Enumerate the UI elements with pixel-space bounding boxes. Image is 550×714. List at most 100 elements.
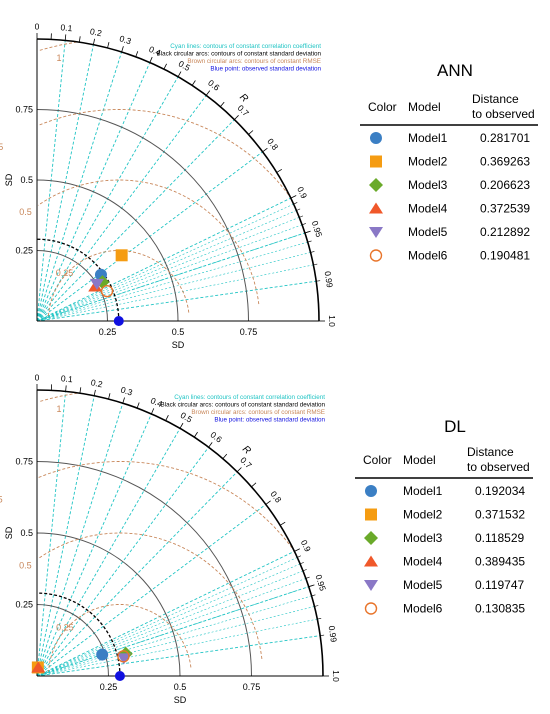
- table-distance-value: 0.118529: [475, 531, 524, 545]
- corr-tick-label: 0.99: [327, 625, 339, 643]
- table-distance-value: 0.371532: [475, 508, 525, 522]
- corr-minor-tick: [314, 605, 319, 607]
- model-marker-model4: [31, 661, 46, 673]
- corr-minor-tick: [296, 208, 301, 211]
- corr-tick-label: 0: [35, 21, 40, 31]
- table-model-name: Model6: [408, 249, 448, 263]
- corr-tick: [179, 422, 184, 429]
- rmse-label: 0.5: [19, 207, 32, 217]
- corr-minor-tick: [301, 223, 306, 226]
- corr-tick-label: 0.99: [323, 270, 335, 288]
- table-distance-value: 0.212892: [480, 225, 530, 239]
- corr-tick: [163, 63, 167, 70]
- rmse-arc: [48, 604, 192, 672]
- legend-marker-model5: [369, 227, 383, 238]
- taylor-chart-dl: 0 0.1 0.20.30.40.50.60.70.80.90.950.991.0R…: [0, 372, 533, 705]
- corr-tick: [64, 34, 67, 41]
- corr-tick-label: 0.95: [310, 220, 325, 239]
- rmse-arc: [38, 41, 77, 52]
- corr-tick-label: 0.9: [295, 185, 309, 200]
- legend-marker-model3: [369, 178, 383, 192]
- table-model-name: Model5: [408, 225, 448, 239]
- corr-tick-label: 0.8: [265, 136, 280, 152]
- corr-minor-tick: [304, 231, 309, 234]
- legend-marker-model2: [370, 155, 382, 168]
- table-distance-value: 0.369263: [480, 155, 530, 169]
- legend-marker-model2: [365, 508, 377, 521]
- model-marker-model6: [100, 284, 114, 298]
- y-tick-label: 0.75: [15, 105, 33, 115]
- table-header-model: Model: [403, 453, 436, 467]
- corr-minor-tick: [317, 617, 322, 620]
- table-model-name: Model2: [408, 155, 448, 169]
- corr-tick: [234, 115, 239, 120]
- legend-marker-model4: [369, 202, 383, 214]
- legend-line: Cyan lines: contours of constant correla…: [170, 43, 321, 50]
- table-header-distance: to observed: [472, 107, 535, 121]
- sd-arc: [36, 250, 108, 322]
- table-model-name: Model4: [403, 555, 443, 569]
- legend-line: Blue point: observed standard deviation: [210, 66, 321, 73]
- corr-tick: [121, 46, 124, 53]
- chart-title: ANN: [437, 61, 473, 80]
- corr-minor-tick: [316, 280, 321, 282]
- table-model-name: Model4: [408, 202, 448, 216]
- legend-line: Brown circular arcs: contours of constan…: [191, 409, 325, 416]
- table-model-name: Model2: [403, 508, 443, 522]
- table-model-name: Model6: [403, 602, 443, 616]
- x-axis-label: SD: [172, 340, 185, 350]
- rmse-arc: [37, 179, 260, 305]
- corr-tick: [294, 548, 300, 552]
- corr-tick: [93, 389, 96, 396]
- rmse-label: 0.25: [56, 268, 74, 278]
- corr-tick-label: 0.2: [89, 26, 103, 38]
- corr-tick: [122, 397, 125, 404]
- table-distance-value: 0.372539: [480, 202, 530, 216]
- rmse-label: 0.75: [0, 494, 3, 504]
- table-model-name: Model5: [403, 578, 443, 592]
- corr-tick: [205, 90, 211, 96]
- rmse-arc: [37, 532, 263, 659]
- corr-tick: [78, 36, 81, 43]
- corr-tick: [165, 415, 169, 421]
- corr-tick: [236, 467, 242, 473]
- corr-tick: [149, 56, 153, 63]
- x-tick-label: 0.5: [174, 682, 187, 692]
- legend-marker-model6: [369, 249, 383, 262]
- rmse-arc: [38, 392, 78, 403]
- legend-marker-model4: [364, 555, 378, 567]
- x-tick-label: 0.25: [99, 327, 117, 337]
- table-header-color: Color: [368, 100, 397, 114]
- corr-tick-label: 0.1: [60, 373, 73, 384]
- sd-arc: [36, 532, 181, 677]
- corr-tick-label: 0: [35, 372, 40, 382]
- x-tick-label: 0.75: [243, 682, 261, 692]
- legend-line: Brown circular arcs: contours of constan…: [187, 58, 321, 65]
- corr-tick: [262, 147, 268, 153]
- legend-marker-model1: [370, 132, 382, 144]
- corr-tick-label: 0.95: [313, 573, 328, 592]
- observed-point: [114, 671, 125, 681]
- model-marker-model2: [115, 249, 128, 262]
- y-tick-label: 0.75: [15, 457, 33, 467]
- x-tick-label: 0.25: [100, 682, 118, 692]
- model-marker-model6: [117, 650, 130, 663]
- corr-tick-label: 0.3: [118, 33, 133, 46]
- table-distance-value: 0.281701: [480, 131, 530, 145]
- model-marker-model1: [96, 648, 109, 661]
- corr-tick-label: 1.0: [327, 315, 337, 327]
- corr-minor-tick: [302, 569, 307, 572]
- rmse-label: 0.75: [0, 142, 3, 152]
- corr-tick-label: 0.9: [299, 538, 313, 553]
- legend-marker-model5: [364, 580, 378, 591]
- corr-tick: [208, 442, 213, 448]
- corr-tick: [136, 402, 140, 409]
- corr-tick: [79, 387, 82, 394]
- taylor-chart-ann: 0 0.1 0.20.30.40.50.60.70.80.90.950.991.0R…: [0, 21, 538, 350]
- corr-tick: [276, 168, 283, 173]
- x-tick-label: 0.5: [172, 327, 185, 337]
- corr-tick: [151, 408, 155, 415]
- corr-tick: [219, 101, 225, 107]
- corr-tick: [222, 453, 228, 459]
